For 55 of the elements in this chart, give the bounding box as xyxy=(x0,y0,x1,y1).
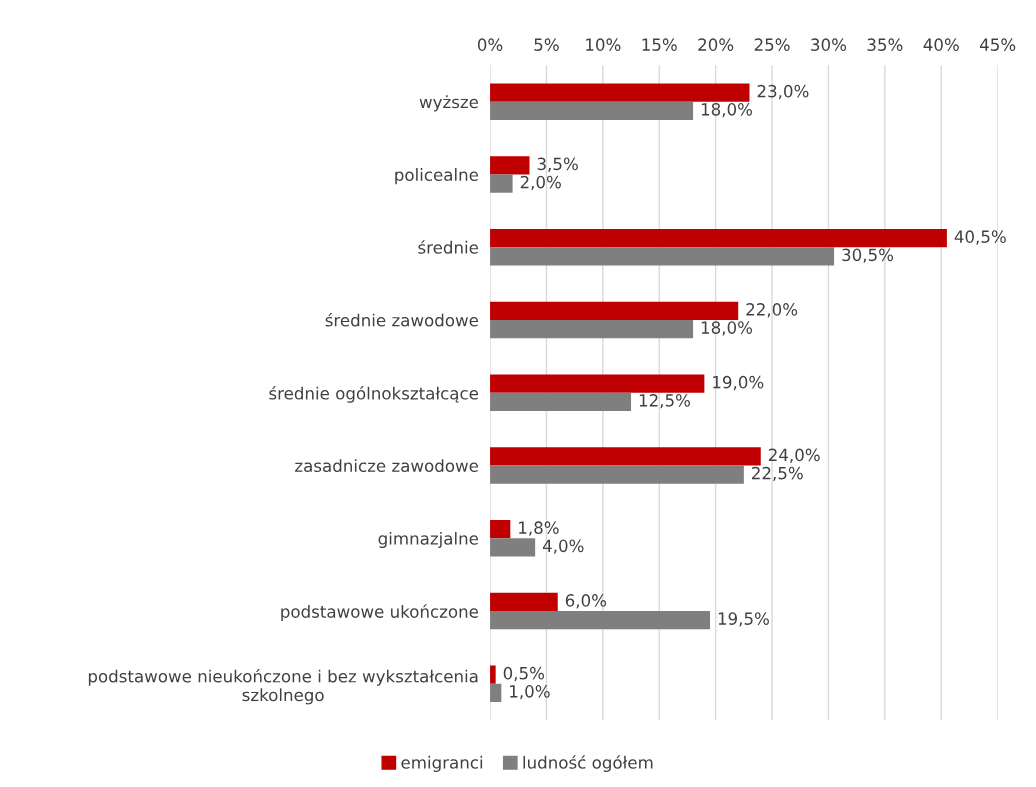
y-tick-label: średnie ogólnokształcące xyxy=(269,386,479,403)
x-tick-label: 20% xyxy=(698,38,734,51)
bar xyxy=(490,247,835,266)
data-label: 22,0% xyxy=(746,303,798,318)
y-tick-label: podstawowe nieukończone i bez wykształcenia szkolnego xyxy=(88,669,478,705)
x-tick-label: 40% xyxy=(923,38,959,51)
bar xyxy=(490,301,739,320)
y-tick-label: podstawowe ukończone xyxy=(281,604,479,622)
data-label: 1,0% xyxy=(510,685,550,700)
bar xyxy=(490,156,530,175)
bar xyxy=(490,319,694,339)
legend-label: ludność ogółem xyxy=(523,755,653,772)
data-label: 19,0% xyxy=(713,375,764,391)
bar xyxy=(490,520,511,539)
data-label: 18,0% xyxy=(701,321,753,336)
bar xyxy=(490,592,558,611)
x-tick-label: 35% xyxy=(867,38,903,51)
x-tick-label: 10% xyxy=(586,38,621,51)
x-tick-label: 45% xyxy=(979,38,1016,51)
x-tick-label: 5% xyxy=(534,38,559,51)
data-label: 18,0% xyxy=(701,103,753,118)
bar xyxy=(490,101,694,120)
bar xyxy=(490,538,536,557)
x-tick-label: 15% xyxy=(642,38,677,51)
bar xyxy=(490,610,711,630)
data-label: 1,8% xyxy=(519,521,559,536)
data-label: 30,5% xyxy=(842,248,894,263)
y-tick-label: policealne xyxy=(395,168,479,185)
data-label: 3,5% xyxy=(537,157,578,172)
legend-label: emigranci xyxy=(401,755,483,772)
y-tick-label: średnie xyxy=(418,240,479,254)
x-tick-label: 30% xyxy=(811,38,847,51)
data-label: 6,0% xyxy=(565,594,607,609)
bar xyxy=(490,392,632,411)
x-tick-label: 25% xyxy=(754,38,790,51)
y-tick-label: średnie zawodowe xyxy=(325,312,479,327)
bar xyxy=(490,174,513,193)
data-label: 22,5% xyxy=(752,466,803,482)
bar xyxy=(490,465,744,484)
x-tick-label: 0% xyxy=(477,38,503,51)
data-label: 4,0% xyxy=(542,539,584,554)
bar xyxy=(490,83,750,102)
bar xyxy=(490,447,761,466)
data-label: 23,0% xyxy=(757,84,809,100)
data-label: 19,5% xyxy=(718,612,769,627)
data-label: 24,0% xyxy=(768,448,820,463)
bar xyxy=(490,374,705,393)
data-label: 40,5% xyxy=(954,230,1006,245)
y-tick-label: zasadnicze zawodowe xyxy=(295,459,479,473)
y-tick-label: gimnazjalne xyxy=(378,531,479,549)
y-tick-label: wyższe xyxy=(419,95,479,112)
data-label: 2,0% xyxy=(520,175,561,191)
data-label: 12,5% xyxy=(639,394,691,409)
bar xyxy=(490,229,947,248)
data-label: 0,5% xyxy=(503,666,545,682)
